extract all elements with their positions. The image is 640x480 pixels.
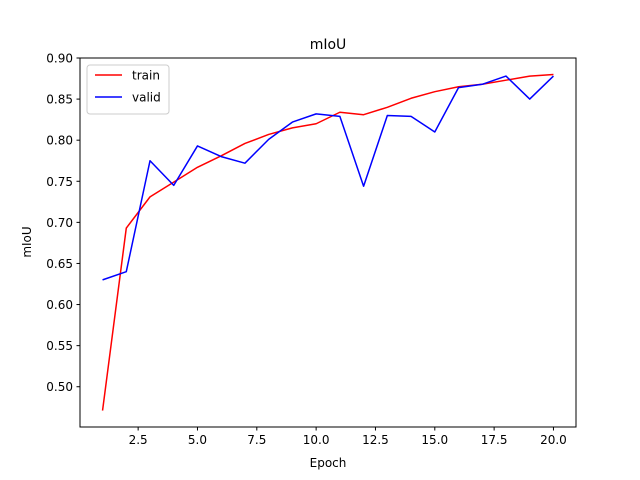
axis-ticks: 2.5 5.0 7.5 10.0 12.5 15.0 17.5 20.0 0.50 0.55 0.6…: [46, 52, 567, 448]
y-tick-label: 0.65: [46, 257, 73, 271]
y-tick-label: 0.60: [46, 298, 73, 312]
y-tick-label: 0.55: [46, 339, 73, 353]
x-axis-label: Epoch: [310, 456, 347, 470]
y-tick-label: 0.85: [46, 93, 73, 107]
plot-lines: [101, 73, 554, 411]
x-tick-label: 12.5: [362, 433, 389, 447]
legend-label-valid: valid: [132, 91, 161, 105]
x-tick-label: 20.0: [540, 433, 567, 447]
y-tick-label: 0.80: [46, 134, 73, 148]
y-tick-label: 0.90: [46, 52, 73, 66]
legend-label-train: train: [132, 69, 160, 83]
y-axis-label: mIoU: [20, 226, 34, 257]
x-tick-label: 2.5: [129, 433, 148, 447]
legend: train valid: [86, 64, 170, 115]
plot-area-frame: [79, 57, 577, 428]
y-tick-label: 0.70: [46, 216, 73, 230]
series-line-valid: [102, 75, 554, 281]
x-tick-label: 15.0: [421, 433, 448, 447]
x-tick-label: 5.0: [188, 433, 207, 447]
y-tick-label: 0.50: [46, 380, 73, 394]
y-tick-label: 0.75: [46, 175, 73, 189]
x-tick-label: 10.0: [303, 433, 330, 447]
x-tick-label: 17.5: [481, 433, 508, 447]
legend-box: [86, 64, 170, 115]
chart-title: mIoU: [310, 37, 347, 53]
x-tick-label: 7.5: [247, 433, 266, 447]
